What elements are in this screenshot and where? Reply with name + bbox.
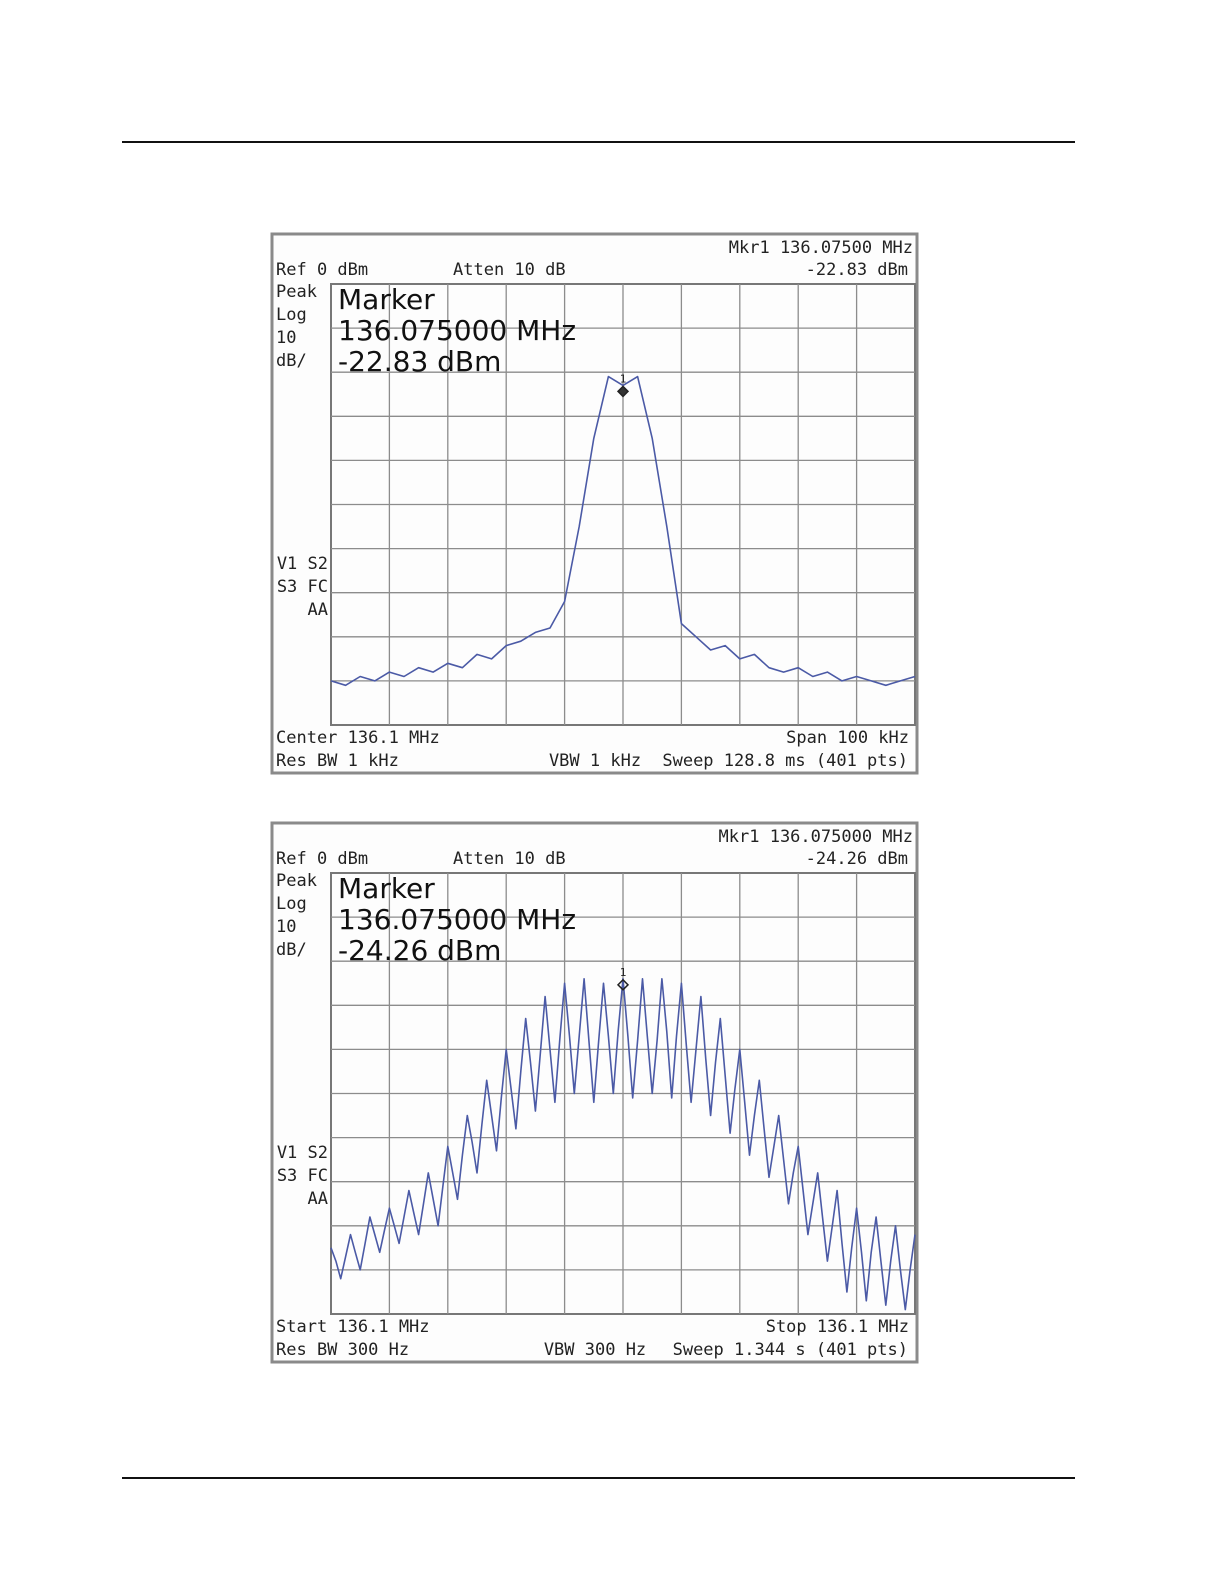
marker-readout: Mkr1 136.07500 MHz xyxy=(729,238,913,258)
footer-center: VBW 1 kHz xyxy=(549,751,641,771)
scale-label: dB/ xyxy=(276,940,307,960)
scale-label: Log xyxy=(276,894,307,914)
footer-center: VBW 300 Hz xyxy=(544,1340,646,1360)
status-label: AA xyxy=(308,600,328,620)
status-label: AA xyxy=(308,1189,328,1209)
footer-left: Res BW 300 Hz xyxy=(276,1340,409,1360)
scale-label: Peak xyxy=(276,871,317,891)
marker-box-text: -24.26 dBm xyxy=(338,934,501,967)
footer-left: Res BW 1 kHz xyxy=(276,751,399,771)
scale-label: Log xyxy=(276,305,307,325)
marker-level: -24.26 dBm xyxy=(806,849,908,869)
status-label: S3 FC xyxy=(277,577,328,597)
footer-left: Start 136.1 MHz xyxy=(276,1317,430,1337)
marker-level: -22.83 dBm xyxy=(806,260,908,280)
reference-level: Ref 0 dBm xyxy=(276,849,368,869)
marker-box-text: 136.075000 MHz xyxy=(338,903,576,936)
marker-box-text: -22.83 dBm xyxy=(338,345,501,378)
marker-diamond xyxy=(616,385,630,398)
marker-box-text: Marker xyxy=(338,872,435,905)
footer-right: Stop 136.1 MHz xyxy=(766,1317,909,1337)
status-label: V1 S2 xyxy=(277,554,328,574)
footer-right: Span 100 kHz xyxy=(786,728,909,748)
status-label: V1 S2 xyxy=(277,1143,328,1163)
footer-right: Sweep 1.344 s (401 pts) xyxy=(673,1340,908,1360)
marker-readout: Mkr1 136.075000 MHz xyxy=(719,827,913,847)
scale-label: Peak xyxy=(276,282,317,302)
marker-box-text: 136.075000 MHz xyxy=(338,314,576,347)
footer-right: Sweep 128.8 ms (401 pts) xyxy=(662,751,908,771)
analyzer-screen: Mkr1 136.07500 MHz Ref 0 dBm Atten 10 dB -2… xyxy=(270,232,919,775)
scale-label: 10 xyxy=(276,328,296,348)
analyzer-screen: Mkr1 136.075000 MHz Ref 0 dBm Atten 10 dB -… xyxy=(270,821,919,1364)
footer-left: Center 136.1 MHz xyxy=(276,728,440,748)
scale-label: dB/ xyxy=(276,351,307,371)
status-label: S3 FC xyxy=(277,1166,328,1186)
marker-box-text: Marker xyxy=(338,283,435,316)
marker-diamond xyxy=(616,978,630,991)
scale-label: 10 xyxy=(276,917,296,937)
attenuation: Atten 10 dB xyxy=(453,849,566,869)
screen-frame xyxy=(270,232,919,775)
attenuation: Atten 10 dB xyxy=(453,260,566,280)
reference-level: Ref 0 dBm xyxy=(276,260,368,280)
marker-number: 1 xyxy=(620,966,627,979)
marker-number: 1 xyxy=(620,372,627,385)
